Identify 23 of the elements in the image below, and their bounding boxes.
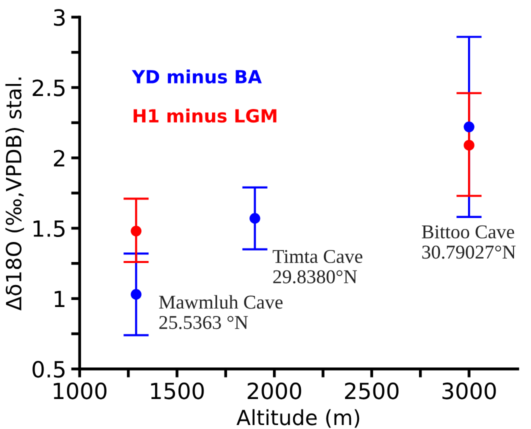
- text: H1 minus LGM: [134, 108, 276, 123]
- annotation: Mawmluh Cave 25.5363 °N: [159, 295, 283, 330]
- text: YD minus BA: [132, 70, 262, 84]
- point: [130, 289, 142, 300]
- point: [130, 226, 142, 236]
- x-axis-title: Altitude (m): [236, 409, 360, 428]
- point: [464, 122, 474, 132]
- annotation: Bittoo Cave 30.79027°N: [422, 225, 516, 259]
- y-tick-label: 1.5: [34, 220, 65, 237]
- y-axis-title: Δδ18O (‰,VPDB) stal.: [5, 78, 24, 311]
- point: [250, 213, 260, 224]
- y-tick-label: 1: [54, 290, 64, 308]
- x-tick-label: 2500: [345, 382, 398, 400]
- y-tick-label: 2: [54, 150, 64, 166]
- x-tick-label: 1500: [151, 382, 204, 400]
- y-tick-label: 3: [54, 9, 65, 26]
- annotation: Timta Cave 29.8380°N: [272, 250, 362, 284]
- x-tick-label: 3000: [442, 382, 496, 400]
- point: [464, 140, 474, 151]
- y-tick-label: 0.5: [32, 360, 65, 378]
- x-tick-label: 2000: [248, 382, 302, 400]
- y-tick-label: 2.5: [32, 79, 65, 96]
- x-tick-label: 1000: [54, 382, 106, 400]
